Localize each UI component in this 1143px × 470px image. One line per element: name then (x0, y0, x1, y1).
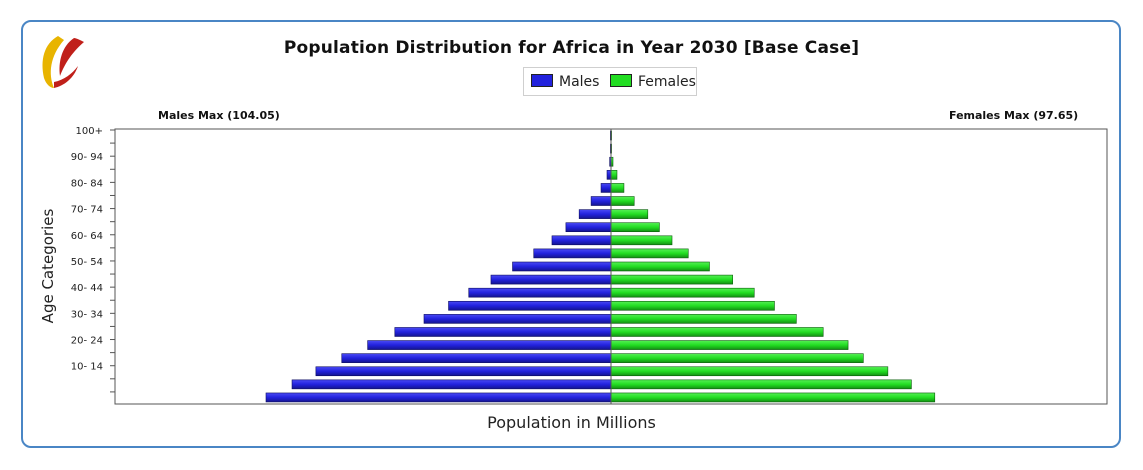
legend-label-males: Males (559, 74, 600, 90)
males-max-label: Males Max (104.05) (158, 109, 280, 122)
bar-males (265, 392, 612, 403)
bar-males (315, 366, 612, 377)
bar-females (610, 327, 824, 337)
bar-males (394, 327, 612, 337)
legend-label-females: Females (638, 74, 696, 90)
bar-females (610, 379, 912, 390)
y-tick-label: 50- 54 (71, 257, 103, 268)
bar-males (291, 379, 612, 390)
bar-males (551, 235, 612, 246)
bar-females (610, 261, 710, 272)
bar-males (423, 314, 612, 324)
bar-females (610, 314, 797, 324)
x-axis-title: Population in Millions (487, 413, 656, 432)
y-tick-label: 10- 14 (71, 362, 103, 373)
bar-females (610, 235, 673, 246)
bar-males (533, 248, 612, 259)
chart-title: Population Distribution for Africa in Ye… (283, 38, 860, 58)
y-tick-label: 20- 24 (71, 336, 103, 347)
bar-females (610, 170, 618, 180)
bar-females (610, 222, 660, 233)
y-tick-label: 30- 34 (71, 309, 103, 320)
y-tick-label: 90- 94 (71, 152, 103, 163)
y-tick-label: 40- 44 (71, 283, 103, 294)
bar-males (606, 170, 612, 180)
legend-item-females[interactable]: Females (610, 74, 696, 90)
y-tick-label: 60- 64 (71, 231, 103, 242)
y-tick-label: 100+ (76, 126, 103, 137)
bar-females (610, 248, 689, 259)
brand-logo (42, 36, 84, 88)
bar-males (600, 183, 612, 193)
bar-females (610, 183, 625, 193)
females-max-label: Females Max (97.65) (949, 109, 1079, 122)
bar-females (610, 392, 936, 403)
bar-males (448, 300, 612, 311)
bar-males (565, 222, 612, 233)
bar-males (341, 353, 612, 363)
y-tick-label: 70- 74 (71, 205, 103, 216)
bar-males (490, 274, 612, 285)
bar-females (610, 353, 864, 363)
bar-females (610, 287, 755, 298)
bar-females (610, 366, 889, 377)
bar-males (590, 196, 612, 206)
legend-swatch-males (531, 74, 553, 87)
bar-females (610, 274, 733, 285)
bar-males (468, 287, 612, 298)
y-tick-label: 80- 84 (71, 178, 103, 189)
bar-females (610, 300, 775, 311)
bar-males (512, 261, 612, 272)
bar-males (367, 340, 612, 350)
legend-item-males[interactable]: Males (531, 74, 599, 90)
bar-females (610, 196, 635, 206)
legend: Males Females (523, 67, 697, 96)
bar-females (610, 209, 649, 219)
bar-females (610, 340, 849, 350)
legend-swatch-females (610, 74, 632, 87)
bar-males (578, 209, 612, 219)
